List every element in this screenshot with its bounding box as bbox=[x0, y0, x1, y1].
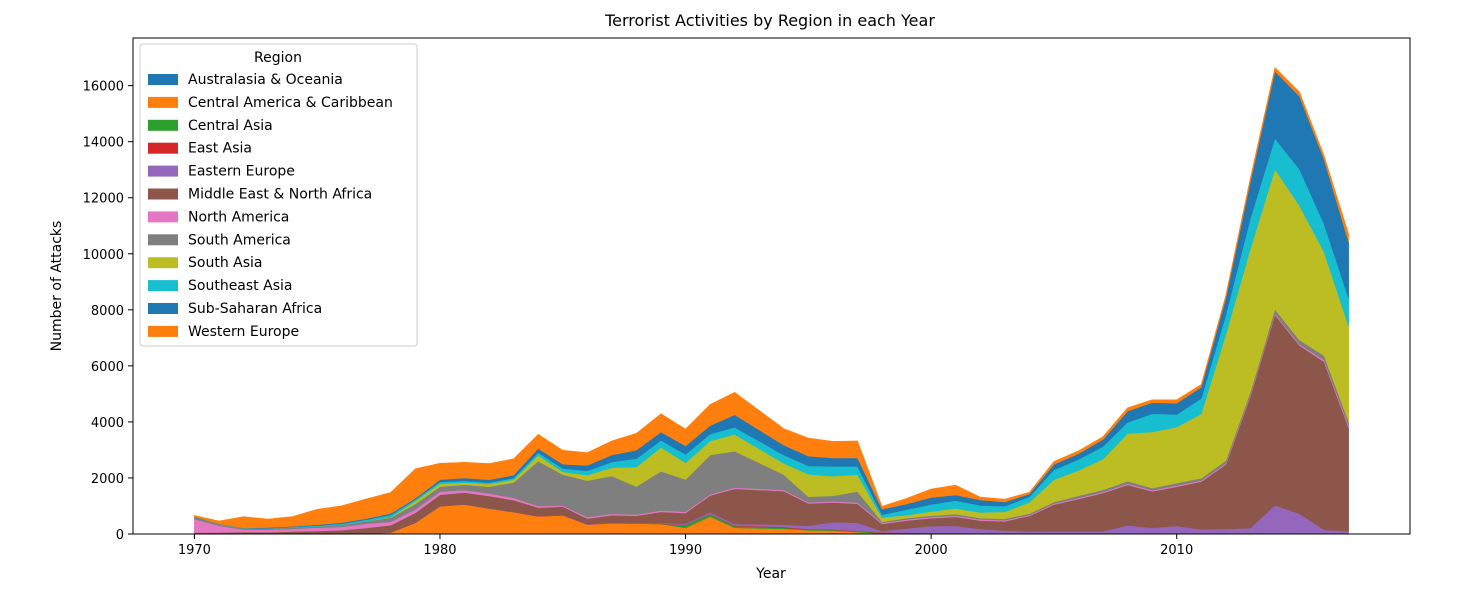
legend-label-southeast-asia: Southeast Asia bbox=[188, 278, 292, 294]
y-tick-label: 0 bbox=[116, 528, 124, 543]
legend-swatch-south-asia bbox=[148, 257, 178, 269]
legend-swatch-south-america bbox=[148, 234, 178, 246]
y-tick-label: 2000 bbox=[91, 472, 124, 487]
x-tick-label: 1990 bbox=[669, 543, 702, 558]
y-tick-label: 12000 bbox=[83, 192, 124, 207]
legend-frame bbox=[139, 43, 418, 347]
area-western-europe bbox=[194, 66, 1349, 529]
chart-title: Terrorist Activities by Region in each Y… bbox=[604, 11, 935, 30]
legend-label-eastern-europe: Eastern Europe bbox=[188, 164, 295, 180]
y-tick-label: 16000 bbox=[83, 80, 124, 95]
y-tick-label: 6000 bbox=[91, 360, 124, 375]
legend-label-central-america-and-caribbean: Central America & Caribbean bbox=[188, 95, 393, 111]
x-tick-label: 1980 bbox=[423, 543, 456, 558]
legend-swatch-southeast-asia bbox=[148, 280, 178, 292]
y-tick-label: 14000 bbox=[83, 136, 124, 151]
legend-label-western-europe: Western Europe bbox=[188, 324, 299, 340]
x-tick-label: 2010 bbox=[1160, 543, 1193, 558]
y-tick-label: 8000 bbox=[91, 304, 124, 319]
y-tick-label: 4000 bbox=[91, 416, 124, 431]
legend-swatch-australasia-and-oceania bbox=[148, 74, 178, 85]
plot-frame bbox=[132, 37, 1411, 535]
legend-label-australasia-and-oceania: Australasia & Oceania bbox=[188, 72, 343, 88]
legend-title: Region bbox=[254, 50, 302, 66]
y-axis-label: Number of Attacks bbox=[49, 221, 65, 352]
legend-swatch-eastern-europe bbox=[148, 165, 178, 177]
legend-label-east-asia: East Asia bbox=[188, 141, 252, 157]
x-axis-label: Year bbox=[755, 566, 786, 582]
legend-label-central-asia: Central Asia bbox=[188, 118, 273, 134]
x-tick-label: 1970 bbox=[178, 543, 211, 558]
legend-swatch-east-asia bbox=[148, 142, 178, 154]
legend-items: Australasia & Oceania Central America & C… bbox=[148, 72, 393, 340]
legend-swatch-middle-east-and-north-africa bbox=[148, 188, 178, 200]
legend-label-south-asia: South Asia bbox=[188, 255, 262, 271]
y-axis-ticks: 0 2000 4000 6000 8000 10000 12000 14000 16000 bbox=[83, 80, 133, 543]
y-tick-label: 10000 bbox=[83, 248, 124, 263]
legend-label-south-america: South America bbox=[188, 232, 291, 248]
legend: Region Australasia & Oceania Central Amer… bbox=[139, 43, 418, 347]
legend-swatch-central-america-and-caribbean bbox=[148, 96, 178, 108]
x-tick-label: 2000 bbox=[915, 543, 948, 558]
legend-swatch-western-europe bbox=[148, 325, 178, 337]
legend-label-middle-east-and-north-africa: Middle East & North Africa bbox=[188, 187, 372, 203]
legend-label-north-america: North America bbox=[188, 209, 289, 225]
x-axis-ticks: 1970 1980 1990 2000 2010 bbox=[178, 534, 1193, 558]
legend-label-sub-saharan-africa: Sub-Saharan Africa bbox=[188, 301, 322, 317]
legend-swatch-sub-saharan-africa bbox=[148, 303, 178, 314]
legend-swatch-central-asia bbox=[148, 119, 178, 131]
legend-swatch-north-america bbox=[148, 211, 178, 223]
